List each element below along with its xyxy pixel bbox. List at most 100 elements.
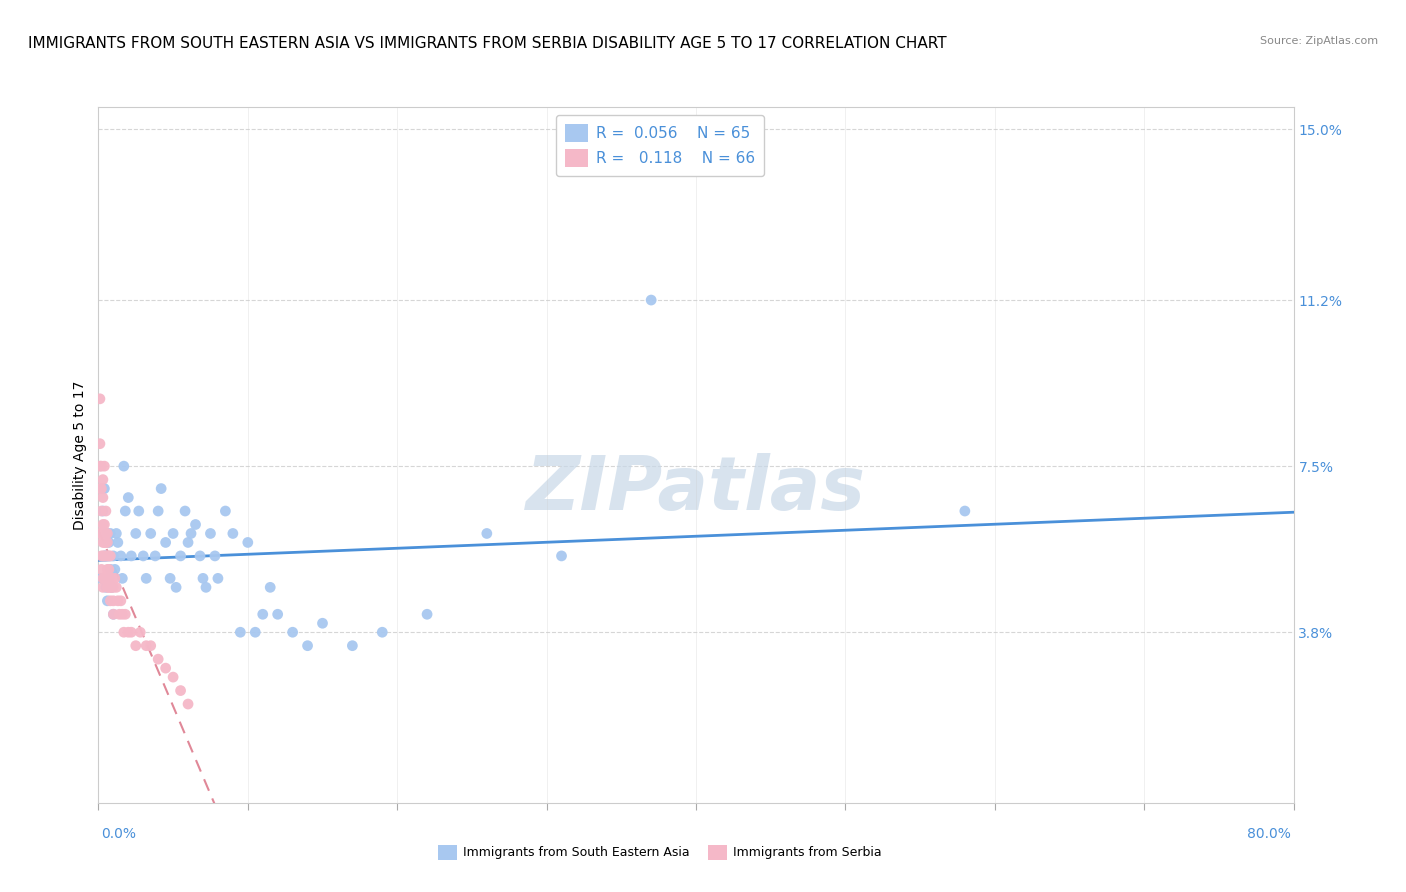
Point (155, 661, 177, 675)
Point (110, 594, 132, 608)
Point (128, 504, 150, 518)
Point (953, 504, 976, 518)
Y-axis label: Disability Age 5 to 17: Disability Age 5 to 17 (73, 380, 87, 530)
Point (259, 580, 281, 594)
Point (91, 473, 114, 487)
Point (89, 459, 111, 474)
Point (90, 504, 112, 518)
Point (475, 526, 498, 541)
Point (104, 571, 127, 585)
Text: 80.0%: 80.0% (1247, 827, 1291, 841)
Point (114, 607, 136, 622)
Point (135, 639, 157, 653)
Text: 0.0%: 0.0% (101, 827, 136, 841)
Point (416, 607, 439, 622)
Point (129, 625, 152, 640)
Point (110, 549, 132, 563)
Point (103, 580, 125, 594)
Point (111, 571, 134, 585)
Point (245, 625, 267, 640)
Point (101, 571, 124, 585)
Point (96, 571, 118, 585)
Point (91, 549, 114, 563)
Point (98, 562, 122, 576)
Point (96, 594, 118, 608)
Point (98, 526, 122, 541)
Point (207, 571, 229, 585)
Point (177, 535, 200, 549)
Text: IMMIGRANTS FROM SOUTH EASTERN ASIA VS IMMIGRANTS FROM SERBIA DISABILITY AGE 5 TO: IMMIGRANTS FROM SOUTH EASTERN ASIA VS IM… (28, 36, 946, 51)
Point (90, 571, 112, 585)
Point (91, 517, 114, 532)
Point (93, 482, 115, 496)
Point (550, 549, 572, 563)
Point (105, 526, 128, 541)
Point (150, 482, 173, 496)
Point (90, 482, 112, 496)
Point (107, 594, 129, 608)
Point (180, 526, 202, 541)
Point (204, 549, 226, 563)
Point (89, 392, 111, 406)
Point (222, 526, 245, 541)
Point (96, 580, 118, 594)
Point (169, 683, 191, 698)
Point (191, 571, 214, 585)
Point (169, 549, 191, 563)
Point (120, 549, 142, 563)
Point (297, 639, 319, 653)
Point (94, 580, 117, 594)
Point (94, 535, 117, 549)
Point (112, 459, 135, 474)
Point (97, 580, 120, 594)
Point (94, 526, 117, 541)
Point (165, 580, 187, 594)
Point (98, 594, 122, 608)
Point (311, 616, 333, 631)
Point (97, 562, 120, 576)
Point (96, 562, 118, 576)
Point (98, 571, 122, 585)
Point (97, 535, 120, 549)
Point (89, 526, 111, 541)
Point (120, 625, 142, 640)
Point (155, 535, 177, 549)
Point (103, 549, 125, 563)
Point (143, 549, 166, 563)
Point (174, 504, 197, 518)
Point (90, 459, 112, 474)
Point (93, 459, 115, 474)
Point (96, 549, 118, 563)
Point (107, 535, 129, 549)
Point (90, 526, 112, 541)
Text: ZIPatlas: ZIPatlas (526, 453, 866, 526)
Point (98, 549, 122, 563)
Point (93, 549, 115, 563)
Point (132, 549, 155, 563)
Point (93, 535, 115, 549)
Point (103, 607, 125, 622)
Point (229, 625, 252, 640)
Point (159, 571, 181, 585)
Point (184, 517, 207, 532)
Point (342, 639, 364, 653)
Point (214, 504, 236, 518)
Point (93, 517, 115, 532)
Point (94, 549, 117, 563)
Point (108, 607, 131, 622)
Point (89, 482, 111, 496)
Point (148, 504, 170, 518)
Point (236, 535, 259, 549)
Point (105, 580, 128, 594)
Point (91, 504, 114, 518)
Point (125, 526, 148, 541)
Point (112, 625, 135, 640)
Point (94, 549, 117, 563)
Point (90, 549, 112, 563)
Point (252, 607, 274, 622)
Point (267, 607, 290, 622)
Point (281, 625, 304, 640)
Point (97, 549, 120, 563)
Point (91, 571, 114, 585)
Point (188, 549, 211, 563)
